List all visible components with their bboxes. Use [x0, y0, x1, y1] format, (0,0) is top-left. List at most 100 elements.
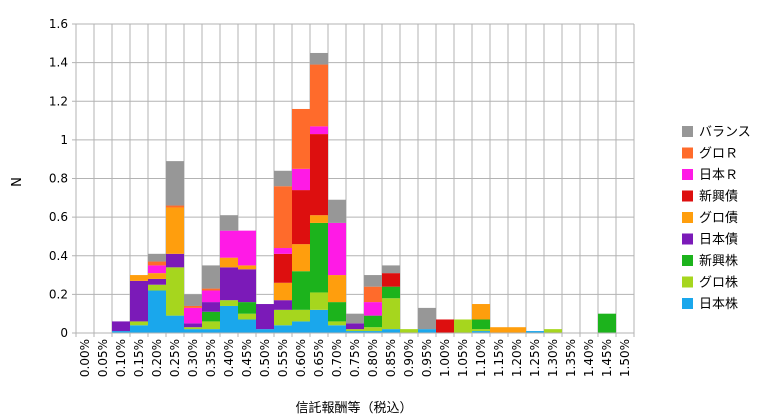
bar-segment-8-0.55%	[274, 170, 292, 187]
bar-segment-7-0.30%	[184, 305, 202, 308]
y-tick-label: 0.8	[49, 172, 68, 186]
bar-segment-0-0.65%	[310, 309, 328, 333]
bar-segment-8-0.70%	[328, 199, 346, 223]
bar-segment-6-0.30%	[184, 307, 202, 324]
bar-segment-8-0.30%	[184, 294, 202, 306]
x-tick-label: 0.55%	[276, 339, 290, 377]
bar-segment-1-0.45%	[238, 313, 256, 320]
bar-segment-0-0.15%	[130, 325, 148, 333]
x-tick-label: 0.25%	[168, 339, 182, 377]
bar-segment-4-1.20%	[508, 327, 526, 333]
x-tick-label: 0.15%	[132, 339, 146, 377]
bar-segment-4-0.65%	[310, 215, 328, 223]
bar-segment-0-0.60%	[292, 321, 310, 333]
bar-segment-5-0.85%	[382, 273, 400, 287]
legend-swatch	[682, 169, 693, 180]
bar-segment-1-0.20%	[148, 284, 166, 291]
bar-segment-8-0.35%	[202, 265, 220, 289]
bar-segment-8-0.85%	[382, 265, 400, 274]
bar-segment-7-0.35%	[202, 288, 220, 291]
bar-segment-2-0.45%	[238, 302, 256, 314]
bar-segment-6-0.65%	[310, 126, 328, 135]
legend-swatch	[682, 126, 693, 137]
bar-segment-5-0.60%	[292, 190, 310, 245]
x-tick-label: 1.45%	[600, 339, 614, 377]
bar-segment-6-0.35%	[202, 290, 220, 303]
bar-segment-5-1.00%	[436, 319, 454, 333]
x-tick-label: 0.20%	[150, 339, 164, 377]
bar-segment-5-0.55%	[274, 253, 292, 283]
bar-segment-6-0.70%	[328, 222, 346, 276]
x-tick-label: 0.65%	[312, 339, 326, 377]
bar-segment-7-0.80%	[364, 286, 382, 303]
bar-segment-6-0.20%	[148, 265, 166, 274]
bar-segment-0-0.20%	[148, 290, 166, 333]
bar-segment-8-0.20%	[148, 253, 166, 262]
legend-label: バランス	[699, 125, 751, 140]
bar-segment-1-0.40%	[220, 300, 238, 306]
bar-segment-1-0.75%	[346, 329, 364, 332]
x-tick-label: 0.30%	[186, 339, 200, 377]
bar-segment-7-0.20%	[148, 261, 166, 266]
bar-segment-8-0.75%	[346, 313, 364, 324]
bar-segment-0-0.85%	[382, 329, 400, 333]
bar-segment-0-0.45%	[238, 319, 256, 333]
legend-swatch	[682, 255, 693, 266]
bar-segment-0-1.10%	[472, 331, 490, 333]
bar-segment-4-1.15%	[490, 327, 508, 333]
x-tick-label: 0.10%	[114, 339, 128, 377]
bar-segment-1-1.05%	[454, 319, 472, 333]
bar-segment-0-1.25%	[526, 331, 544, 333]
bar-segment-6-0.80%	[364, 302, 382, 316]
bar-segment-2-0.85%	[382, 286, 400, 299]
bar-segment-2-0.65%	[310, 222, 328, 293]
x-tick-label: 1.25%	[528, 339, 542, 377]
legend-label: グロ株	[699, 276, 738, 291]
y-tick-label: 0.4	[49, 249, 68, 263]
x-tick-label: 0.35%	[204, 339, 218, 377]
bar-segment-3-0.50%	[256, 304, 274, 330]
bar-segment-2-1.45%	[598, 313, 616, 333]
bar-segment-3-0.10%	[112, 321, 130, 332]
y-tick-label: 0.6	[49, 210, 68, 224]
bar-segment-2-0.35%	[202, 311, 220, 322]
bar-segment-6-0.45%	[238, 230, 256, 266]
bar-segment-0-0.40%	[220, 305, 238, 333]
x-tick-label: 0.45%	[240, 339, 254, 377]
x-tick-label: 1.00%	[438, 339, 452, 377]
bar-segment-7-0.55%	[274, 186, 292, 249]
bar-segment-0-0.50%	[256, 329, 274, 333]
bar-segment-7-0.65%	[310, 64, 328, 127]
bar-segment-1-1.30%	[544, 329, 562, 333]
y-tick-label: 0	[60, 326, 68, 340]
bar-segment-0-0.35%	[202, 329, 220, 333]
bar-segment-8-0.25%	[166, 161, 184, 206]
bar-segment-4-0.15%	[130, 275, 148, 281]
x-tick-label: 0.00%	[78, 339, 92, 377]
y-tick-label: 1.4	[49, 56, 68, 70]
y-tick-labels: 0 0.2 0.4 0.6 0.8 1 1.2 1.4 1.6	[49, 17, 68, 340]
bar-segment-7-0.25%	[166, 205, 184, 208]
y-axis-title: N	[10, 177, 25, 187]
bar-segment-3-0.20%	[148, 278, 166, 285]
x-tick-label: 0.05%	[96, 339, 110, 377]
bar-segment-6-0.40%	[220, 230, 238, 258]
bar-segment-3-0.75%	[346, 323, 364, 330]
legend-swatch	[682, 276, 693, 288]
bar-segment-2-0.70%	[328, 302, 346, 322]
x-tick-labels: 0.00% 0.05% 0.10% 0.15% 0.20% 0.25% 0.30% 0.35%…	[78, 339, 632, 377]
bar-segment-4-0.55%	[274, 282, 292, 301]
bar-segment-4-0.70%	[328, 275, 346, 303]
bar-segment-1-0.25%	[166, 267, 184, 316]
legend-swatch	[682, 147, 693, 159]
legend-label: 日本株	[699, 297, 738, 312]
x-axis-title: 信託報酬等（税込）	[295, 400, 412, 416]
bar-segment-1-0.85%	[382, 298, 400, 330]
bar-segment-8-0.95%	[418, 307, 436, 330]
bar-segment-3-0.40%	[220, 267, 238, 301]
x-tick-label: 0.40%	[222, 339, 236, 377]
x-tick-label: 1.10%	[474, 339, 488, 377]
legend-label: グロ債	[699, 211, 738, 226]
